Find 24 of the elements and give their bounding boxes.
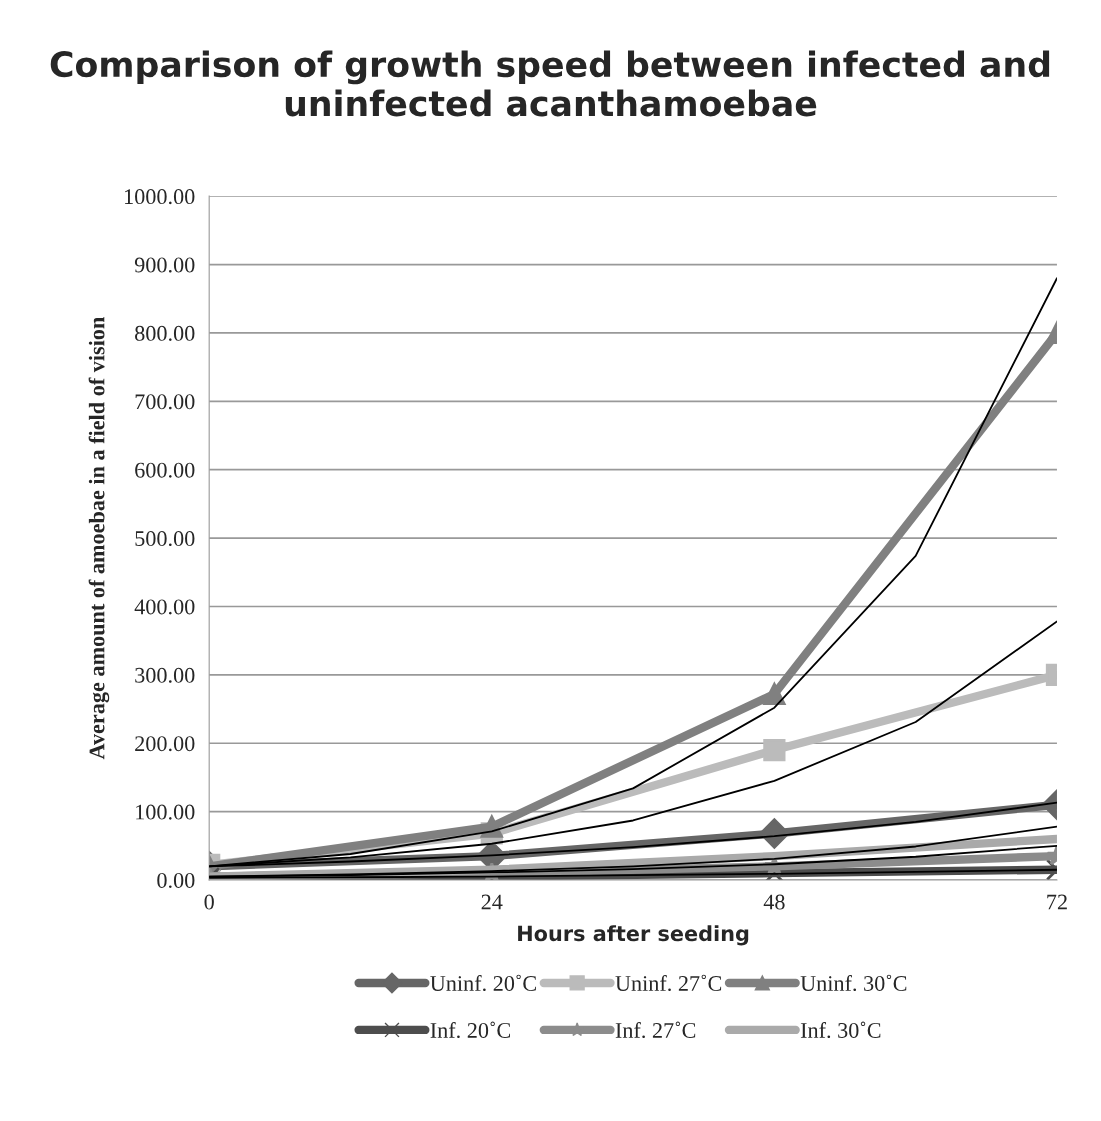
y-axis-title: Average amount of amoebae in a field of vision bbox=[88, 317, 110, 760]
legend-label: Inf. 27˚C bbox=[615, 1021, 696, 1039]
y-tick-label: 600.00 bbox=[135, 462, 195, 478]
x-tick-label: 72 bbox=[1047, 894, 1067, 910]
y-tick-label: 0.00 bbox=[157, 872, 195, 889]
x-tick-label: 24 bbox=[481, 894, 503, 910]
chart-title: Comparison of growth speed between infected and uninfected acanthamoebae bbox=[50, 50, 1050, 117]
y-tick-label: 900.00 bbox=[134, 257, 195, 273]
y-tick-label: 200.00 bbox=[135, 736, 195, 752]
y-tick-label: 400.00 bbox=[134, 599, 195, 615]
y-tick-label: 100.00 bbox=[136, 804, 195, 820]
y-tick-label: 500.00 bbox=[135, 531, 195, 547]
legend-label: Inf. 20˚C bbox=[430, 1021, 510, 1039]
x-axis-title: Hours after seeding bbox=[518, 925, 749, 946]
y-tick-label: 800.00 bbox=[135, 325, 195, 341]
legend-label: Uninf. 20˚C bbox=[430, 974, 536, 992]
y-tick-label: 1000.00 bbox=[125, 189, 195, 205]
y-tick-label: 700.00 bbox=[135, 394, 195, 410]
legend-label: Uninf. 30˚C bbox=[800, 974, 907, 992]
x-tick-label: 0 bbox=[204, 894, 214, 910]
x-tick-label: 48 bbox=[763, 894, 785, 910]
y-tick-label: 300.00 bbox=[135, 667, 195, 683]
legend-label: Uninf. 27˚C bbox=[615, 974, 722, 992]
legend-label: Inf. 30˚C bbox=[800, 1021, 881, 1039]
